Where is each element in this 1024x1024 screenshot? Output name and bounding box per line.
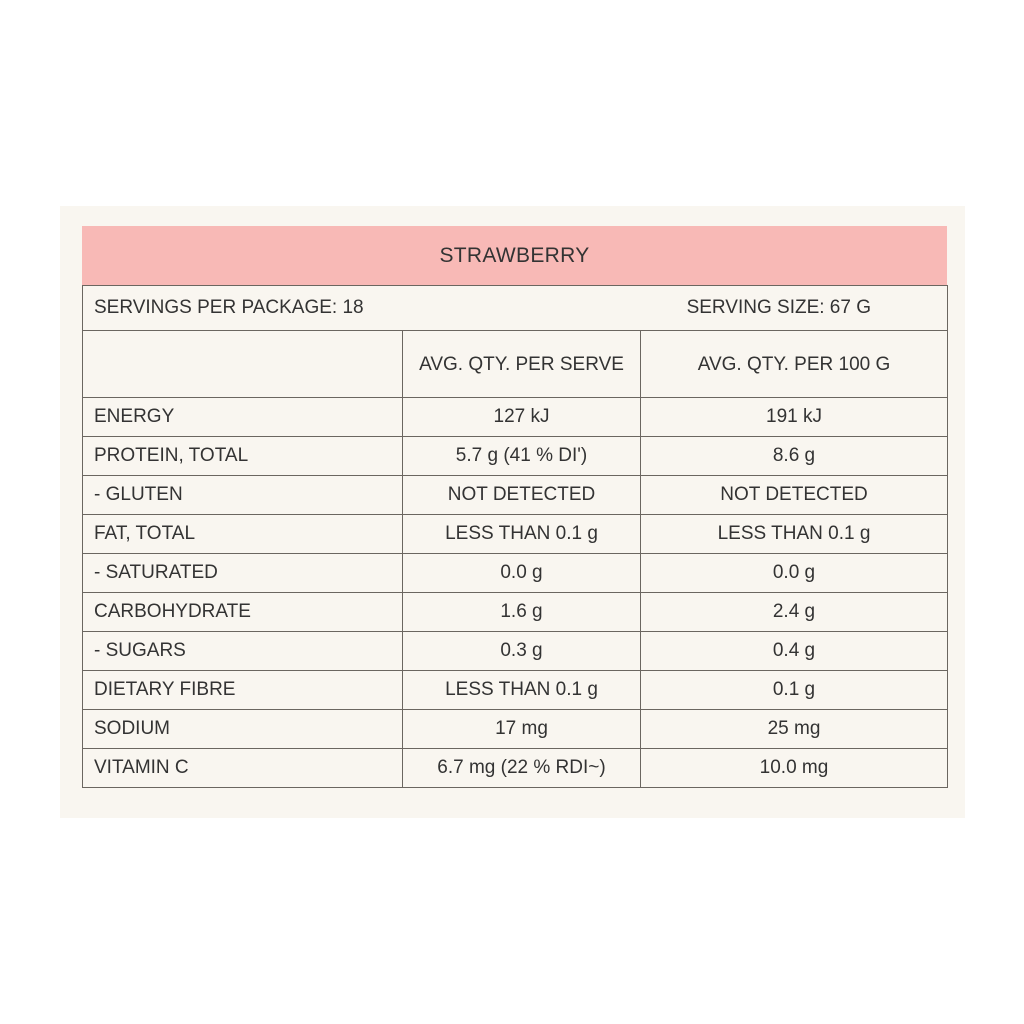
nutrient-label: PROTEIN, TOTAL [82,436,403,476]
per-serve-value: 5.7 g (41 % DI') [402,436,641,476]
servings-row: SERVINGS PER PACKAGE: 18 SERVING SIZE: 6… [82,285,948,331]
per-serve-value: 0.0 g [402,553,641,593]
column-header-per-serve: AVG. QTY. PER SERVE [402,330,641,398]
nutrient-label: CARBOHYDRATE [82,592,403,632]
table-row: VITAMIN C 6.7 mg (22 % RDI~) 10.0 mg [82,748,948,788]
per-100g-value: 191 kJ [640,397,948,437]
per-serve-value: 6.7 mg (22 % RDI~) [402,748,641,788]
flavour-title: STRAWBERRY [82,226,947,285]
per-100g-value: NOT DETECTED [640,475,948,515]
per-serve-value: NOT DETECTED [402,475,641,515]
per-100g-value: 0.0 g [640,553,948,593]
table-row: ENERGY 127 kJ 191 kJ [82,397,948,437]
nutrient-label: ENERGY [82,397,403,437]
servings-per-package: SERVINGS PER PACKAGE: 18 [94,297,364,318]
nutrient-label: - GLUTEN [82,475,403,515]
column-header-empty [82,330,403,398]
table-row: DIETARY FIBRE LESS THAN 0.1 g 0.1 g [82,670,948,710]
per-serve-value: LESS THAN 0.1 g [402,670,641,710]
per-serve-value: LESS THAN 0.1 g [402,514,641,554]
table-row: FAT, TOTAL LESS THAN 0.1 g LESS THAN 0.1 g [82,514,948,554]
per-100g-value: 2.4 g [640,592,948,632]
nutrient-label: FAT, TOTAL [82,514,403,554]
table-row: PROTEIN, TOTAL 5.7 g (41 % DI') 8.6 g [82,436,948,476]
serving-size: SERVING SIZE: 67 G [686,297,871,318]
per-100g-value: LESS THAN 0.1 g [640,514,948,554]
per-serve-value: 1.6 g [402,592,641,632]
per-100g-value: 25 mg [640,709,948,749]
nutrient-label: VITAMIN C [82,748,403,788]
nutrient-label: - SUGARS [82,631,403,671]
nutrition-table: SERVINGS PER PACKAGE: 18 SERVING SIZE: 6… [82,285,948,788]
per-serve-value: 127 kJ [402,397,641,437]
table-row: SODIUM 17 mg 25 mg [82,709,948,749]
nutrient-label: DIETARY FIBRE [82,670,403,710]
table-row: - SATURATED 0.0 g 0.0 g [82,553,948,593]
column-header-row: AVG. QTY. PER SERVE AVG. QTY. PER 100 G [82,330,948,398]
table-row: - GLUTEN NOT DETECTED NOT DETECTED [82,475,948,515]
per-100g-value: 8.6 g [640,436,948,476]
column-header-per-100g: AVG. QTY. PER 100 G [640,330,948,398]
nutrient-label: - SATURATED [82,553,403,593]
table-row: - SUGARS 0.3 g 0.4 g [82,631,948,671]
per-serve-value: 17 mg [402,709,641,749]
table-row: CARBOHYDRATE 1.6 g 2.4 g [82,592,948,632]
per-100g-value: 0.4 g [640,631,948,671]
per-serve-value: 0.3 g [402,631,641,671]
nutrient-label: SODIUM [82,709,403,749]
per-100g-value: 0.1 g [640,670,948,710]
per-100g-value: 10.0 mg [640,748,948,788]
